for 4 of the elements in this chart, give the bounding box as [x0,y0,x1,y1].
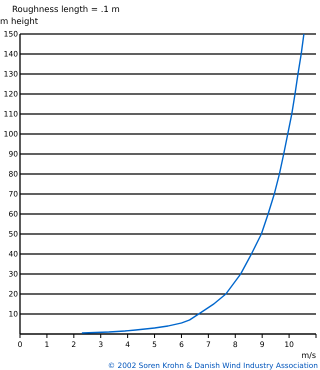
x-axis-title: m/s [301,351,316,360]
chart-title: Roughness length = .1 m [12,5,120,15]
line-series [81,33,305,334]
y-axis-title: m height [0,17,39,27]
